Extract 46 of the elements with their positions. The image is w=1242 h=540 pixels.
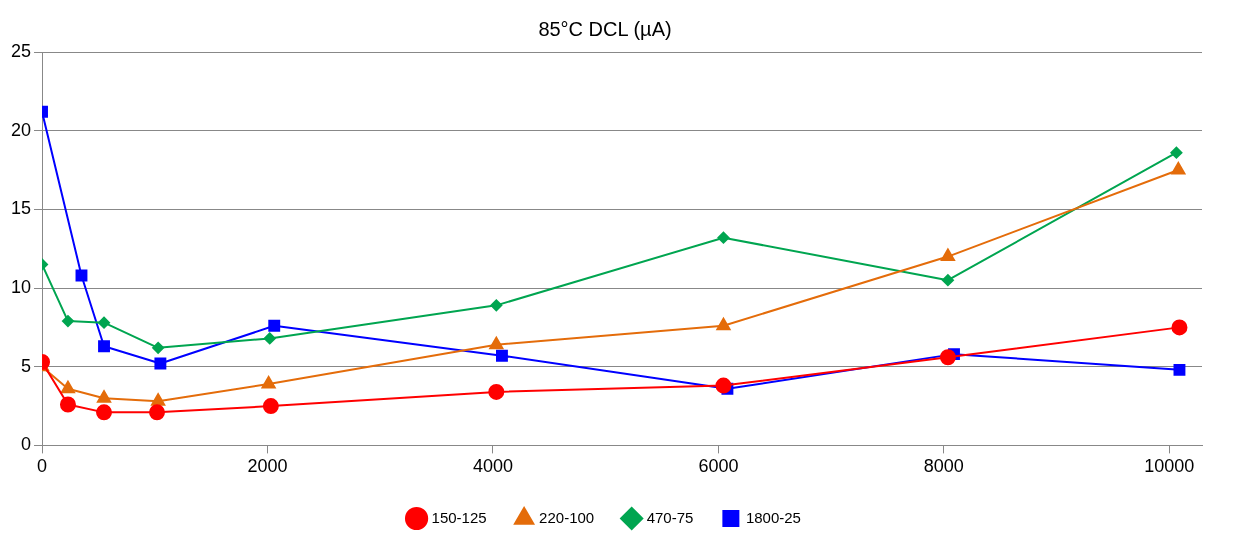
y-tick-label: 0 [21, 434, 32, 455]
point [98, 340, 110, 353]
point [488, 383, 505, 400]
point [154, 357, 167, 370]
x-tick-label: 2000 [247, 456, 288, 477]
point [263, 332, 276, 345]
y-tick-label: 25 [10, 40, 32, 61]
point [152, 341, 165, 354]
point [262, 398, 279, 415]
point [261, 376, 276, 389]
legend-label: 1800-25 [745, 508, 801, 526]
legend-label: 150-125 [431, 508, 487, 526]
point [96, 390, 112, 403]
point [1171, 319, 1188, 336]
legend-label: 220-100 [539, 508, 595, 526]
point [490, 299, 503, 312]
x-tick-label: 10000 [1144, 456, 1195, 477]
point [940, 248, 955, 262]
legend-label: 470-75 [646, 508, 694, 526]
point [1171, 162, 1186, 175]
point [489, 336, 504, 350]
y-tick-label: 5 [21, 355, 32, 376]
point [98, 316, 111, 329]
point [149, 404, 166, 421]
point [715, 377, 732, 394]
point [1173, 363, 1186, 376]
point [496, 349, 508, 362]
point [941, 274, 954, 287]
point [151, 393, 166, 406]
y-tick-label: 20 [10, 119, 32, 140]
x-tick-label: 6000 [698, 456, 739, 477]
point [61, 315, 74, 328]
chart-title: 85°C DCL (µA) [538, 17, 672, 40]
point [716, 317, 731, 331]
x-tick-label: 0 [37, 456, 48, 477]
x-tick-label: 8000 [923, 456, 964, 477]
point [939, 349, 956, 366]
point [59, 396, 76, 413]
point [1170, 146, 1183, 159]
point [96, 404, 113, 421]
y-tick-label: 10 [10, 277, 32, 298]
y-tick-label: 15 [10, 198, 32, 219]
x-tick-label: 4000 [472, 456, 513, 477]
point [268, 319, 281, 332]
point [717, 231, 730, 244]
point [60, 380, 76, 394]
